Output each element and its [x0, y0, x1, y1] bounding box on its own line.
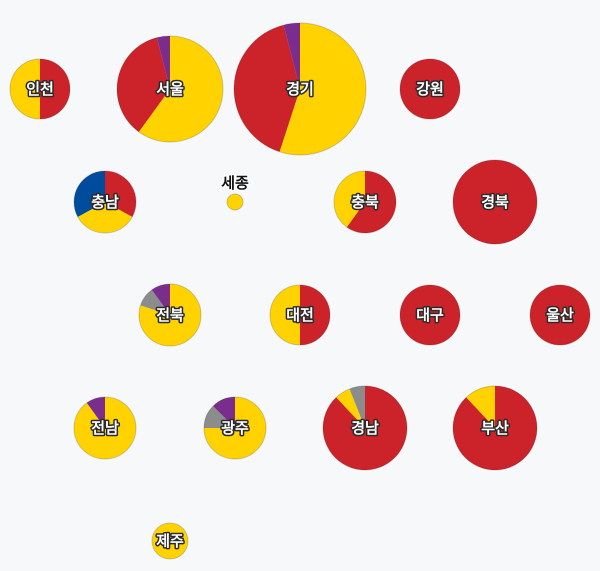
region-label-gyeonggi: 경기: [286, 80, 314, 98]
pie-slice-gyeongnam-gray: [349, 386, 365, 428]
pie-slice-busan-red: [453, 386, 538, 471]
region-label-gwangju: 광주: [221, 419, 249, 437]
pie-outline-jeju: [151, 522, 189, 560]
pie-outline-gyeongbuk: [452, 159, 538, 245]
pie-slice-jeju-yellow: [152, 523, 188, 559]
pie-slice-daejeon-red: [300, 285, 330, 345]
pie-slice-jeonbuk-purple: [151, 284, 170, 315]
pie-slice-jeonnam-purple: [86, 397, 105, 428]
pie-outline-daejeon: [269, 284, 331, 346]
region-pie-gyeonggi: [233, 22, 367, 156]
region-pie-ulsan: [529, 284, 591, 346]
pie-slice-ulsan-red: [530, 285, 590, 345]
region-pie-gwangju: [203, 396, 267, 460]
region-label-chungbuk: 충북: [351, 193, 379, 211]
region-pie-chungbuk: [333, 170, 397, 234]
pie-slice-gyeongbuk-red: [453, 160, 537, 244]
pie-slice-incheon-red: [40, 59, 70, 119]
region-label-incheon: 인천: [26, 80, 54, 98]
pie-slice-gyeonggi-yellow: [279, 23, 366, 155]
pie-slice-gangwon-red: [400, 59, 460, 119]
pie-slice-gyeonggi-purple: [283, 23, 300, 89]
pie-slice-busan-yellow: [466, 386, 495, 428]
pie-outline-chungbuk: [333, 170, 397, 234]
pie-slice-gyeongnam-yellow: [336, 388, 365, 428]
pie-slice-incheon-yellow: [10, 59, 40, 119]
pie-outline-sejong: [226, 193, 244, 211]
pie-slice-daejeon-yellow: [270, 285, 300, 345]
pie-outline-gwangju: [203, 396, 267, 460]
pie-outline-busan: [452, 385, 538, 471]
pie-slice-chungbuk-red: [346, 171, 396, 233]
pie-slice-sejong-yellow: [227, 194, 243, 210]
region-label-gyeongnam: 경남: [351, 419, 379, 437]
region-label-jeonbuk: 전북: [156, 306, 184, 324]
pie-slice-chungnam-blue: [74, 171, 105, 217]
region-pie-busan: [452, 385, 538, 471]
pie-slice-gyeonggi-red: [234, 25, 300, 152]
pie-slice-chungnam-yellow: [77, 202, 133, 233]
pie-outline-daegu: [399, 284, 461, 346]
region-label-daegu: 대구: [416, 306, 444, 324]
region-pie-daejeon: [269, 284, 331, 346]
pie-outline-gyeonggi: [233, 22, 367, 156]
region-pie-daegu: [399, 284, 461, 346]
pie-slice-jeonbuk-yellow: [138, 284, 201, 346]
region-pie-jeonnam: [73, 396, 137, 460]
region-pie-jeju: [151, 522, 189, 560]
region-pie-gangwon: [399, 58, 461, 120]
pie-outline-incheon: [9, 58, 71, 120]
region-label-gyeongbuk: 경북: [481, 193, 509, 211]
region-label-jeonnam: 전남: [91, 419, 119, 437]
pie-outline-gyeongnam: [322, 385, 408, 471]
region-pie-chungnam: [73, 170, 137, 234]
pie-outline-jeonnam: [73, 396, 137, 460]
region-label-busan: 부산: [481, 419, 509, 437]
pie-slice-daegu-red: [400, 285, 460, 345]
pie-slice-seoul-purple: [156, 36, 170, 89]
region-pie-jeonbuk: [138, 283, 202, 347]
region-label-chungnam: 충남: [91, 193, 119, 211]
pie-outline-seoul: [116, 35, 224, 143]
pie-slice-seoul-yellow: [138, 36, 224, 143]
pie-slice-gwangju-purple: [213, 397, 235, 428]
region-label-jeju: 제주: [156, 532, 184, 550]
pie-outline-ulsan: [529, 284, 591, 346]
pie-outline-gangwon: [399, 58, 461, 120]
pie-outline-jeonbuk: [138, 283, 202, 347]
region-label-gangwon: 강원: [416, 80, 444, 98]
pie-slice-chungbuk-yellow: [334, 171, 365, 228]
region-label-daejeon: 대전: [286, 306, 314, 324]
region-label-ulsan: 울산: [546, 306, 574, 324]
pie-slice-gwangju-gray: [204, 406, 235, 428]
pie-slice-chungnam-red: [105, 171, 136, 217]
region-pie-seoul: [116, 35, 224, 143]
pie-slice-seoul-red: [117, 37, 170, 132]
pie-slice-jeonbuk-gray: [140, 289, 170, 315]
region-pies: [9, 22, 591, 560]
pie-outline-chungnam: [73, 170, 137, 234]
region-pie-gyeongnam: [322, 385, 408, 471]
region-label-sejong: 세종: [221, 174, 249, 192]
region-pie-incheon: [9, 58, 71, 120]
region-pie-gyeongbuk: [452, 159, 538, 245]
region-pie-sejong: [226, 193, 244, 211]
region-label-seoul: 서울: [156, 80, 184, 98]
pie-slice-jeonnam-yellow: [74, 397, 137, 459]
